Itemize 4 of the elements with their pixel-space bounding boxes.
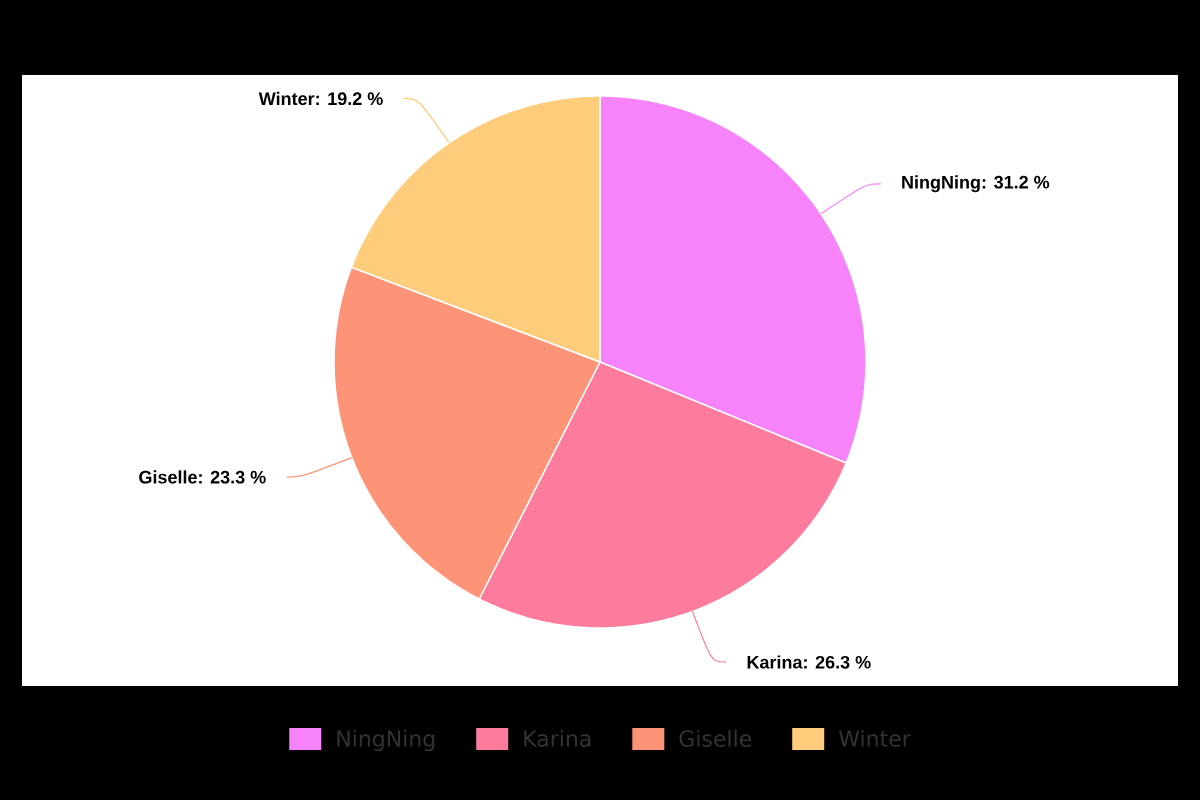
data-label: Giselle: 23.3 % (139, 470, 266, 484)
data-label: Karina: 26.3 % (747, 655, 871, 669)
data-label: NingNing: 31.2 % (902, 175, 1050, 193)
data-label: Winter: 19.2 % (258, 91, 383, 106)
